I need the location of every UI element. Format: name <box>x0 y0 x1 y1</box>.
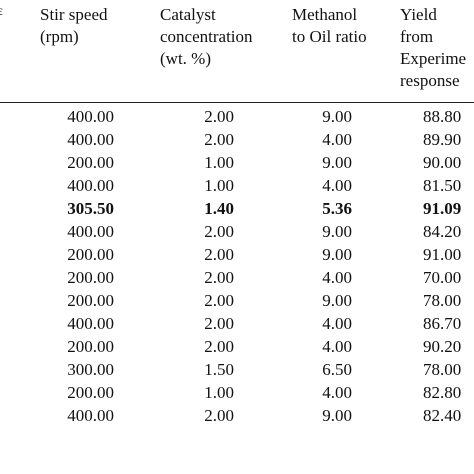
header-line: (wt. %) <box>160 49 211 68</box>
cell-stir-speed: 400.00 <box>67 176 114 195</box>
cell-stir-speed: 400.00 <box>67 130 114 149</box>
table-row: 200.00 2.00 9.00 91.00 <box>0 243 474 266</box>
cell-methanol-ratio: 9.00 <box>322 107 352 126</box>
cell-stir-speed: 305.50 <box>67 199 114 218</box>
cell-stir-speed: 400.00 <box>67 222 114 241</box>
cell-methanol-ratio: 6.50 <box>322 360 352 379</box>
cell-catalyst: 2.00 <box>204 337 234 356</box>
cell-catalyst: 1.00 <box>204 153 234 172</box>
cell-methanol-ratio: 9.00 <box>322 291 352 310</box>
cell-stir-speed: 200.00 <box>67 268 114 287</box>
header-divider <box>0 102 474 103</box>
cell-methanol-ratio: 4.00 <box>322 130 352 149</box>
cell-yield: 84.20 <box>423 222 462 241</box>
cell-catalyst: 1.50 <box>204 360 234 379</box>
cell-catalyst: 1.40 <box>204 199 234 218</box>
cell-yield: 90.20 <box>423 337 462 356</box>
cell-yield: 88.80 <box>423 107 462 126</box>
cell-methanol-ratio: 9.00 <box>322 153 352 172</box>
cell-stir-speed: 200.00 <box>67 291 114 310</box>
table-row: 400.00 2.00 9.00 88.80 <box>0 105 474 128</box>
header-line: concentration <box>160 27 253 46</box>
header-line: Stir speed <box>40 5 108 24</box>
cell-catalyst: 2.00 <box>204 314 234 333</box>
header-line: Catalyst <box>160 5 216 24</box>
header-line: response <box>400 71 460 90</box>
header-line: Methanol <box>292 5 358 24</box>
table-row: 400.00 2.00 4.00 86.70 <box>0 312 474 335</box>
table-row: 200.00 1.00 4.00 82.80 <box>0 381 474 404</box>
cell-stir-speed: 300.00 <box>67 360 114 379</box>
cell-yield: 78.00 <box>423 291 462 310</box>
header-yield: Yield from Experime response <box>400 4 466 92</box>
cell-stir-speed: 200.00 <box>67 153 114 172</box>
cell-catalyst: 2.00 <box>204 268 234 287</box>
header-line: (rpm) <box>40 27 79 46</box>
table-row: 200.00 2.00 4.00 70.00 <box>0 266 474 289</box>
cell-methanol-ratio: 9.00 <box>322 222 352 241</box>
cell-methanol-ratio: 5.36 <box>322 199 352 218</box>
cell-catalyst: 2.00 <box>204 245 234 264</box>
cell-methanol-ratio: 4.00 <box>322 176 352 195</box>
header-line: to Oil ratio <box>292 27 367 46</box>
cell-yield: 91.09 <box>423 199 462 218</box>
cell-catalyst: 2.00 <box>204 222 234 241</box>
cell-stir-speed: 200.00 <box>67 337 114 356</box>
cell-catalyst: 2.00 <box>204 130 234 149</box>
table-row: 200.00 2.00 9.00 78.00 <box>0 289 474 312</box>
cell-yield: 90.00 <box>423 153 462 172</box>
header-methanol-oil-ratio: Methanol to Oil ratio <box>292 4 367 48</box>
cell-catalyst: 2.00 <box>204 107 234 126</box>
header-catalyst-concentration: Catalyst concentration (wt. %) <box>160 4 253 70</box>
cell-stir-speed: 400.00 <box>67 107 114 126</box>
cell-catalyst: 2.00 <box>204 406 234 425</box>
cell-yield: 89.90 <box>423 130 462 149</box>
cell-methanol-ratio: 9.00 <box>322 245 352 264</box>
cell-methanol-ratio: 4.00 <box>322 383 352 402</box>
cell-stir-speed: 200.00 <box>67 383 114 402</box>
cell-stir-speed: 200.00 <box>67 245 114 264</box>
header-line: Experime <box>400 49 467 68</box>
table-row: 200.00 2.00 4.00 90.20 <box>0 335 474 358</box>
cell-yield: 82.40 <box>423 406 462 425</box>
cell-catalyst: 2.00 <box>204 291 234 310</box>
cell-yield: 70.00 <box>423 268 462 287</box>
table-row: 400.00 2.00 9.00 84.20 <box>0 220 474 243</box>
cell-methanol-ratio: 9.00 <box>322 406 352 425</box>
cell-yield: 78.00 <box>423 360 462 379</box>
table-row: 200.00 1.00 9.00 90.00 <box>0 151 474 174</box>
cell-methanol-ratio: 4.00 <box>322 314 352 333</box>
cell-yield: 91.00 <box>423 245 462 264</box>
cell-catalyst: 1.00 <box>204 383 234 402</box>
cell-stir-speed: 400.00 <box>67 406 114 425</box>
left-edge-mark: ε <box>0 4 3 20</box>
cell-yield: 82.80 <box>423 383 462 402</box>
header-stir-speed: Stir speed (rpm) <box>40 4 108 48</box>
table-body: 400.00 2.00 9.00 88.80 400.00 2.00 4.00 … <box>0 105 474 427</box>
header-line: from <box>400 27 434 46</box>
table-row: 400.00 1.00 4.00 81.50 <box>0 174 474 197</box>
cell-catalyst: 1.00 <box>204 176 234 195</box>
table-row: 400.00 2.00 9.00 82.40 <box>0 404 474 427</box>
cell-methanol-ratio: 4.00 <box>322 268 352 287</box>
header-line: Yield <box>400 5 437 24</box>
cell-yield: 86.70 <box>423 314 462 333</box>
table-row: 300.00 1.50 6.50 78.00 <box>0 358 474 381</box>
table-row-optimum: 305.50 1.40 5.36 91.09 <box>0 197 474 220</box>
cell-stir-speed: 400.00 <box>67 314 114 333</box>
cell-yield: 81.50 <box>423 176 462 195</box>
table-row: 400.00 2.00 4.00 89.90 <box>0 128 474 151</box>
cell-methanol-ratio: 4.00 <box>322 337 352 356</box>
